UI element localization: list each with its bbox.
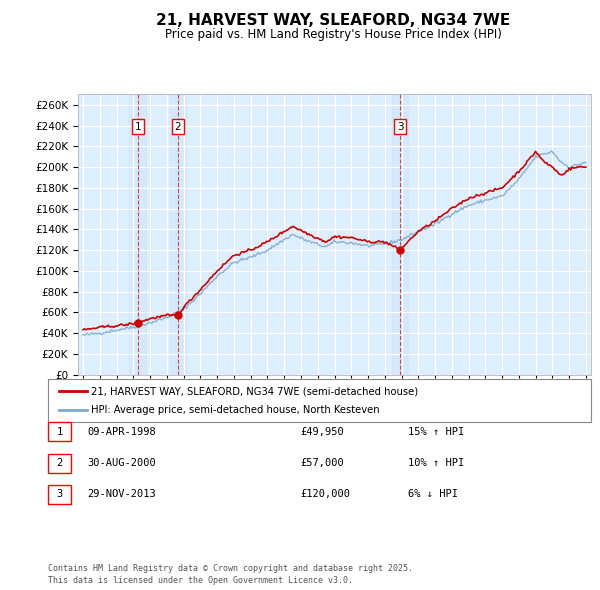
Text: 15% ↑ HPI: 15% ↑ HPI	[408, 427, 464, 437]
Text: 3: 3	[397, 122, 403, 132]
Text: 2: 2	[175, 122, 181, 132]
Text: 09-APR-1998: 09-APR-1998	[87, 427, 156, 437]
Text: £120,000: £120,000	[300, 490, 350, 499]
Text: Contains HM Land Registry data © Crown copyright and database right 2025.
This d: Contains HM Land Registry data © Crown c…	[48, 565, 413, 585]
Bar	[392, 94, 409, 375]
Text: 21, HARVEST WAY, SLEAFORD, NG34 7WE (semi-detached house): 21, HARVEST WAY, SLEAFORD, NG34 7WE (sem…	[91, 386, 418, 396]
Bar	[170, 94, 186, 375]
Text: 1: 1	[134, 122, 141, 132]
Text: HPI: Average price, semi-detached house, North Kesteven: HPI: Average price, semi-detached house,…	[91, 405, 380, 415]
Text: 6% ↓ HPI: 6% ↓ HPI	[408, 490, 458, 499]
Text: 3: 3	[56, 490, 62, 499]
Bar	[130, 94, 146, 375]
Text: 30-AUG-2000: 30-AUG-2000	[87, 458, 156, 468]
Text: 10% ↑ HPI: 10% ↑ HPI	[408, 458, 464, 468]
Text: 1: 1	[56, 427, 62, 437]
Text: Price paid vs. HM Land Registry's House Price Index (HPI): Price paid vs. HM Land Registry's House …	[164, 28, 502, 41]
Text: 2: 2	[56, 458, 62, 468]
Text: £57,000: £57,000	[300, 458, 344, 468]
Text: £49,950: £49,950	[300, 427, 344, 437]
Text: 29-NOV-2013: 29-NOV-2013	[87, 490, 156, 499]
Text: 21, HARVEST WAY, SLEAFORD, NG34 7WE: 21, HARVEST WAY, SLEAFORD, NG34 7WE	[156, 13, 510, 28]
